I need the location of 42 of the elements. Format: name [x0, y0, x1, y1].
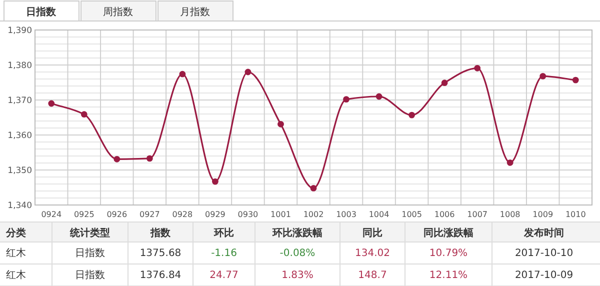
- x-tick-label: 1007: [467, 210, 488, 219]
- x-tick-label: 0924: [41, 210, 62, 219]
- x-tick-label: 0926: [106, 210, 128, 219]
- table: 分类 统计类型 指数 环比 环比涨跌幅 同比 同比涨跌幅 发布时间 红木 日指数 1375.68 -1.16 -0.08% 134.02 10.79% 2017-10-10 红木 日指数 1376.84 24.77 1.83% 148.7 12.11% 2017-10-09: [0, 222, 600, 286]
- x-tick-label: 1010: [565, 210, 586, 219]
- x-tick-label: 0928: [172, 210, 193, 219]
- point: [48, 100, 55, 107]
- x-tick-label: 0930: [238, 210, 258, 219]
- point: [179, 70, 186, 78]
- point: [540, 73, 546, 80]
- point: [572, 76, 579, 84]
- x-tick-label: 0929: [205, 210, 226, 219]
- point: [244, 68, 252, 76]
- tabs: 日指数 周指数 月指数: [0, 0, 600, 22]
- x-tick-label: 0925: [74, 210, 94, 219]
- x-tick-label: 1009: [532, 210, 554, 219]
- y-tick-label: 1,370: [8, 96, 32, 106]
- point: [146, 155, 153, 162]
- point: [114, 156, 120, 162]
- point: [506, 159, 514, 166]
- point: [376, 93, 382, 100]
- x-tick-label: 1006: [434, 210, 455, 219]
- y-tick-label: 1,390: [8, 26, 32, 36]
- y-tick-label: 1,350: [8, 166, 32, 176]
- point: [441, 80, 448, 86]
- x-tick-label: 0927: [139, 210, 160, 219]
- point: [474, 64, 481, 72]
- y-tick-label: 1,340: [8, 201, 32, 211]
- y-tick-label: 1,380: [8, 61, 32, 71]
- x-tick-label: 1005: [402, 210, 422, 219]
- x-tick-label: 1003: [336, 210, 356, 219]
- point: [80, 111, 88, 118]
- x-tick-label: 1002: [303, 210, 324, 219]
- point: [343, 96, 350, 102]
- point: [212, 178, 218, 185]
- y-tick-label: 1,360: [8, 131, 32, 141]
- point: [278, 120, 284, 128]
- x-tick-label: 1008: [500, 210, 520, 219]
- x-tick-label: 1001: [270, 210, 291, 219]
- point: [408, 112, 415, 118]
- point: [310, 185, 317, 192]
- x-tick-label: 1004: [368, 210, 390, 219]
